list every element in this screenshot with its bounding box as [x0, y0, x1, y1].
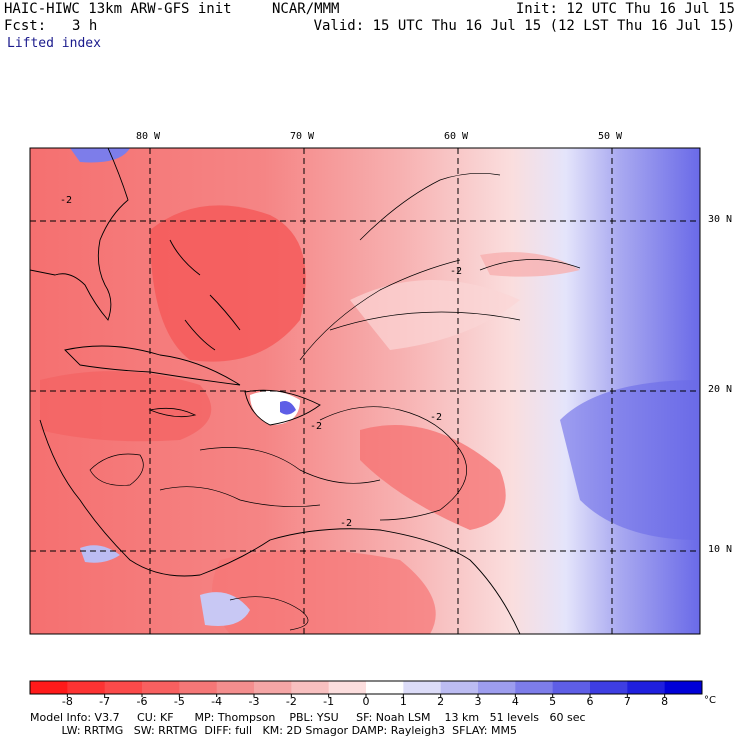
colorbar-tick-label: -3 — [248, 695, 260, 708]
contours — [89, 173, 581, 631]
fcst-value: 3 h — [72, 18, 98, 34]
colorbar-swatch — [590, 681, 628, 694]
colorbar-swatch — [30, 681, 68, 694]
colorbar-tick-label: 5 — [549, 695, 557, 708]
colorbar-swatch — [366, 681, 404, 694]
colorbar-tick-label: 2 — [437, 695, 445, 708]
coastlines — [30, 148, 521, 634]
contour-label: -2 — [60, 195, 73, 206]
colorbar-tick-label: 7 — [623, 695, 631, 708]
field-name: Lifted index — [7, 36, 101, 51]
colorbar-swatch — [440, 681, 479, 694]
colorbar-swatch — [67, 681, 106, 694]
colorbar-swatch — [179, 681, 218, 694]
contour-label: -2 — [310, 421, 323, 432]
colorbar-swatch — [403, 681, 442, 694]
lon-label-50w: 50 W — [598, 131, 623, 142]
valid-time: Valid: 15 UTC Thu 16 Jul 15 (12 LST Thu … — [313, 18, 735, 34]
graticule — [30, 148, 700, 634]
colorbar-tick-label: -7 — [99, 695, 111, 708]
colorbar-swatch — [291, 681, 330, 694]
colorbar-swatch — [328, 681, 367, 694]
colorbar-unit: °C — [704, 695, 716, 706]
colorbar-tick-label: -5 — [173, 695, 185, 708]
colorbar-tick-label: -4 — [211, 695, 223, 708]
center-label: NCAR/MMM — [272, 1, 340, 17]
colorbar-swatch — [552, 681, 591, 694]
colorbar-swatch — [142, 681, 180, 694]
colorbar-swatch — [254, 681, 292, 694]
colorbar-tick-label: -8 — [61, 695, 73, 708]
colorbar-swatch — [104, 681, 143, 694]
colorbar-tick-label: -1 — [323, 695, 335, 708]
fcst-label: Fcst: — [4, 18, 47, 34]
colorbar-swatch — [216, 681, 255, 694]
colorbar-swatch — [478, 681, 516, 694]
model-title: HAIC-HIWC 13km ARW-GFS init — [4, 1, 232, 17]
model-info-line2: LW: RRTMG SW: RRTMG DIFF: full KM: 2D Sm… — [30, 724, 517, 737]
lon-label-70w: 70 W — [290, 131, 315, 142]
colorbar-tick-label: -2 — [285, 695, 297, 708]
lat-label-20n: 20 N — [708, 384, 733, 395]
colorbar-tick-label: -6 — [136, 695, 148, 708]
colorbar-tick-label: 6 — [586, 695, 594, 708]
colorbar — [29, 680, 703, 697]
contour-label: -2 — [450, 266, 463, 277]
colorbar-tick-label: 4 — [511, 695, 519, 708]
lat-label-10n: 10 N — [708, 544, 733, 555]
colorbar-swatch — [664, 681, 703, 694]
contour-label: -2 — [430, 412, 443, 423]
colorbar-tick-label: 3 — [474, 695, 482, 708]
model-info-line1: Model Info: V3.7 CU: KF MP: Thompson PBL… — [30, 711, 586, 724]
colorbar-tick-label: 8 — [661, 695, 669, 708]
init-time: Init: 12 UTC Thu 16 Jul 15 — [515, 1, 735, 17]
lat-label-30n: 30 N — [708, 214, 733, 225]
lon-label-60w: 60 W — [444, 131, 469, 142]
colorbar-swatch — [627, 681, 666, 694]
contour-label: -2 — [340, 518, 353, 529]
colorbar-swatch — [515, 681, 554, 694]
map-field — [30, 148, 700, 634]
colorbar-tick-label: 0 — [362, 695, 370, 708]
lon-label-80w: 80 W — [136, 131, 161, 142]
colorbar-tick-label: 1 — [399, 695, 407, 708]
